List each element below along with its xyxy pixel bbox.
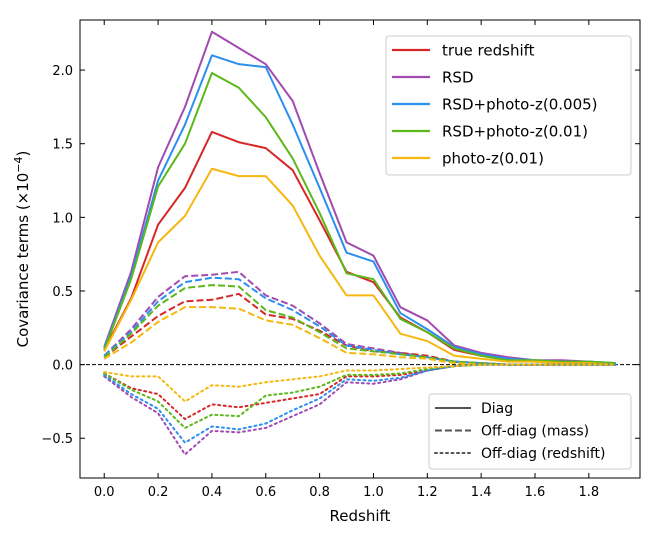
series-line-solid-3 bbox=[103, 72, 616, 365]
y-axis-title: Covariance terms (×10−4) bbox=[12, 151, 32, 348]
legend-style-label: Off-diag (redshift) bbox=[481, 446, 606, 462]
legend-style-label: Diag bbox=[481, 401, 513, 417]
legend-label: RSD+photo-z(0.01) bbox=[442, 123, 588, 141]
series-line-dotted-12 bbox=[103, 363, 617, 444]
y-tick-label: 1.5 bbox=[52, 138, 73, 153]
legend-series-box bbox=[385, 35, 632, 176]
y-tick-label: 0.5 bbox=[52, 285, 73, 300]
series-line-dashed-5 bbox=[103, 292, 616, 366]
legend-label: RSD bbox=[442, 69, 474, 87]
x-tick-label: 0.4 bbox=[202, 485, 223, 500]
legend-styles: Diag Off-diag (mass) Off-diag (redshift) bbox=[428, 393, 632, 470]
series-line-dotted-14 bbox=[103, 363, 617, 403]
legend-label: photo-z(0.01) bbox=[442, 150, 544, 168]
legend-series: true redshift RSD RSD+photo-z(0.005) RSD+ph… bbox=[385, 35, 632, 176]
x-axis-title: Redshift bbox=[330, 507, 391, 525]
x-tick-label: 1.0 bbox=[363, 485, 384, 500]
series-line-dashed-9 bbox=[103, 306, 616, 366]
legend-style-label: Off-diag (mass) bbox=[481, 424, 589, 440]
y-tick-label: 0.0 bbox=[52, 359, 73, 374]
y-axis-title-exponent: −4 bbox=[12, 156, 25, 172]
x-tick-label: 1.6 bbox=[525, 485, 546, 500]
legend-styles-box bbox=[428, 393, 632, 470]
x-tick-label: 0.6 bbox=[255, 485, 276, 500]
legend-label: true redshift bbox=[442, 42, 535, 60]
x-tick-label: 0.8 bbox=[309, 485, 330, 500]
y-tick-label: 2.0 bbox=[52, 64, 73, 79]
series-line-solid-4 bbox=[103, 167, 616, 366]
plot-frame bbox=[79, 19, 641, 479]
x-tick-label: 1.4 bbox=[471, 485, 492, 500]
x-tick-label: 1.8 bbox=[579, 485, 600, 500]
legend-label: RSD+photo-z(0.005) bbox=[442, 96, 598, 114]
x-tick-label: 1.2 bbox=[417, 485, 438, 500]
x-tick-label: 0.0 bbox=[94, 485, 115, 500]
x-tick-label: 0.2 bbox=[148, 485, 169, 500]
y-tick-label: −0.5 bbox=[41, 432, 73, 447]
y-tick-label: 1.0 bbox=[52, 211, 73, 226]
